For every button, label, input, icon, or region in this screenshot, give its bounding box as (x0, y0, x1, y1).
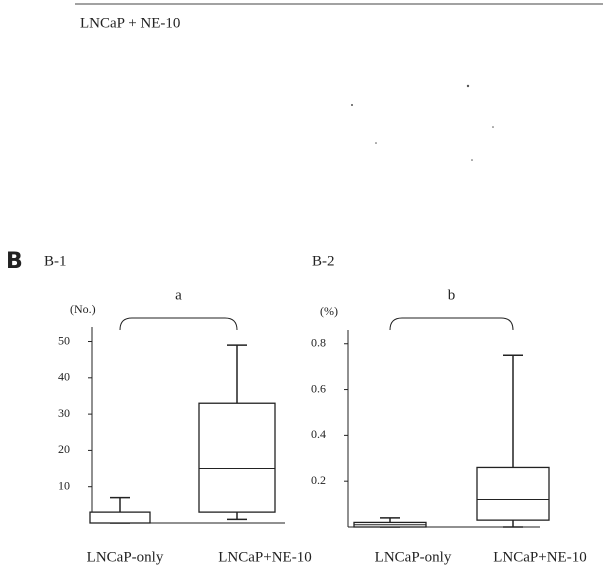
header-label: LNCaP + NE-10 (80, 15, 180, 31)
y-tick-label: 0.8 (311, 335, 326, 349)
x-tick-label: LNCaP-only (375, 549, 452, 565)
x-tick-label: LNCaP-only (87, 549, 164, 565)
y-tick-label: 10 (58, 478, 70, 492)
significance-label: b (448, 287, 456, 303)
y-axis-label: (%) (320, 304, 338, 318)
y-tick-label: 50 (58, 333, 70, 347)
chart-title: B-1 (44, 253, 67, 269)
y-tick-label: 30 (58, 406, 70, 420)
y-tick-label: 0.6 (311, 381, 326, 395)
significance-bracket (390, 318, 513, 330)
significance-label: a (175, 287, 182, 303)
x-tick-label: LNCaP+NE-10 (493, 549, 586, 565)
y-tick-label: 0.4 (311, 427, 326, 441)
box (90, 512, 150, 523)
chart-title: B-2 (312, 253, 335, 269)
panel-letter: B (6, 249, 23, 274)
x-tick-label: LNCaP+NE-10 (218, 549, 311, 565)
y-tick-label: 40 (58, 370, 70, 384)
box (199, 403, 275, 512)
figure: LNCaP + NE-10 B B-1 (No.) 10 20 30 40 50 LNCaP-… (0, 0, 603, 572)
box (477, 467, 549, 520)
specks (351, 85, 494, 161)
y-tick-label: 20 (58, 442, 70, 456)
significance-bracket (120, 318, 237, 330)
y-tick-label: 0.2 (311, 473, 326, 487)
y-axis-label: (No.) (70, 302, 96, 316)
